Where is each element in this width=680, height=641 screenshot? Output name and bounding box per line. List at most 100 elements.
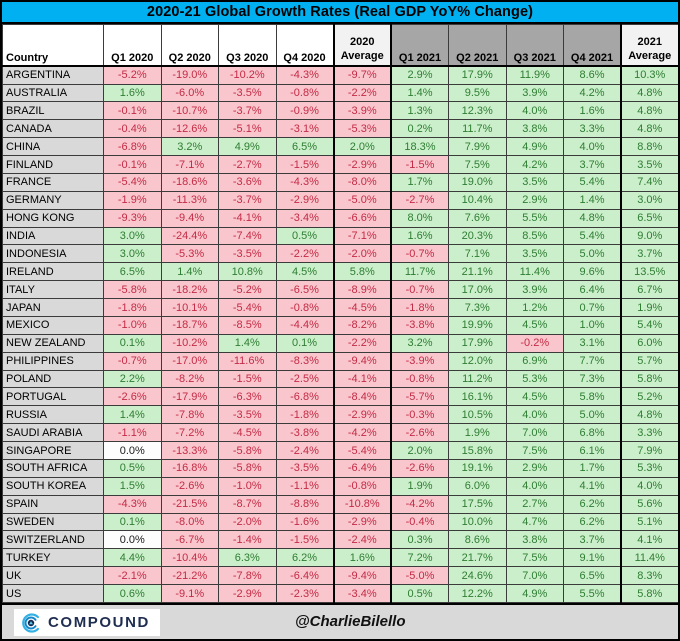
- gdp-value-cell: 6.5%: [563, 566, 622, 586]
- gdp-value-cell: -5.4%: [218, 298, 277, 317]
- column-header: Q4 2021: [563, 24, 622, 67]
- table-row: SPAIN -4.3% -21.5% -8.7% -8.8% -10.8% -4.2% 17.…: [2, 494, 678, 514]
- gdp-value-cell: -1.8%: [103, 298, 162, 317]
- gdp-value-cell: 9.0%: [620, 226, 678, 246]
- country-cell: CHINA: [2, 137, 104, 157]
- gdp-value-cell: -5.8%: [218, 441, 277, 460]
- table-row: ITALY -5.8% -18.2% -5.2% -6.5% -8.9% -0.7% 17.0…: [2, 280, 678, 300]
- gdp-value-cell: -3.4%: [332, 584, 392, 603]
- gdp-value-cell: -9.4%: [332, 351, 392, 371]
- table-row: MEXICO -1.0% -18.7% -8.5% -4.4% -8.2% -3.8% 19.…: [2, 315, 678, 335]
- gdp-value-cell: 2.0%: [390, 441, 449, 460]
- gdp-value-cell: 18.3%: [390, 137, 449, 157]
- gdp-value-cell: -4.3%: [275, 65, 334, 85]
- gdp-value-cell: 10.5%: [448, 405, 507, 425]
- gdp-value-cell: 6.0%: [448, 476, 507, 496]
- gdp-value-cell: -5.0%: [332, 190, 392, 210]
- table-row: PORTUGAL -2.6% -17.9% -6.3% -6.8% -8.4% -5.7% 1…: [2, 387, 678, 407]
- gdp-value-cell: -3.7%: [218, 190, 277, 210]
- gdp-value-cell: 2.9%: [390, 65, 449, 85]
- gdp-value-cell: -10.2%: [160, 333, 219, 353]
- gdp-value-cell: 4.8%: [620, 83, 678, 103]
- gdp-value-cell: -4.5%: [218, 423, 277, 443]
- country-cell: AUSTRALIA: [2, 83, 104, 103]
- gdp-value-cell: -1.0%: [103, 315, 162, 335]
- gdp-value-cell: 4.0%: [505, 405, 564, 425]
- gdp-value-cell: -0.8%: [275, 83, 334, 103]
- table-row: JAPAN -1.8% -10.1% -5.4% -0.8% -4.5% -1.8% 7.3%…: [2, 298, 678, 317]
- gdp-value-cell: -10.7%: [160, 101, 219, 121]
- table-row: BRAZIL -0.1% -10.7% -3.7% -0.9% -3.9% 1.3% 12.3…: [2, 101, 678, 121]
- gdp-value-cell: -2.4%: [332, 530, 392, 550]
- gdp-value-cell: -5.8%: [103, 280, 162, 300]
- gdp-value-cell: -2.4%: [275, 441, 334, 460]
- gdp-value-cell: -1.8%: [390, 298, 449, 317]
- gdp-value-cell: -8.3%: [275, 351, 334, 371]
- gdp-value-cell: 4.5%: [505, 387, 564, 407]
- gdp-value-cell: 8.5%: [505, 226, 564, 246]
- gdp-value-cell: -4.5%: [332, 298, 392, 317]
- country-cell: TURKEY: [2, 548, 104, 568]
- gdp-value-cell: 16.1%: [448, 387, 507, 407]
- gdp-value-cell: 8.3%: [620, 566, 678, 586]
- gdp-value-cell: 3.7%: [563, 155, 622, 174]
- gdp-value-cell: 20.3%: [448, 226, 507, 246]
- gdp-value-cell: 5.5%: [563, 584, 622, 603]
- country-cell: FINLAND: [2, 155, 104, 174]
- gdp-value-cell: 3.7%: [620, 244, 678, 264]
- country-cell: JAPAN: [2, 298, 104, 317]
- gdp-value-cell: 4.8%: [620, 119, 678, 139]
- gdp-value-cell: -24.4%: [160, 226, 219, 246]
- gdp-value-cell: -7.8%: [160, 405, 219, 425]
- gdp-value-cell: 1.4%: [563, 190, 622, 210]
- gdp-value-cell: 2.7%: [505, 494, 564, 514]
- gdp-value-cell: 5.4%: [563, 172, 622, 192]
- gdp-value-cell: -6.3%: [218, 387, 277, 407]
- gdp-value-cell: 6.7%: [620, 280, 678, 300]
- country-cell: SPAIN: [2, 494, 104, 514]
- column-header: Q1 2020: [103, 24, 162, 67]
- gdp-value-cell: -3.5%: [218, 83, 277, 103]
- gdp-value-cell: 7.0%: [505, 423, 564, 443]
- gdp-value-cell: -8.0%: [160, 512, 219, 532]
- gdp-value-cell: -3.8%: [390, 315, 449, 335]
- gdp-value-cell: -1.5%: [218, 369, 277, 389]
- gdp-value-cell: 5.3%: [505, 369, 564, 389]
- table-row: US 0.6% -9.1% -2.9% -2.3% -3.4% 0.5% 12.2% 4.9% 5…: [2, 584, 678, 603]
- gdp-value-cell: 1.9%: [448, 423, 507, 443]
- gdp-value-cell: 4.8%: [620, 101, 678, 121]
- gdp-value-cell: 4.0%: [505, 101, 564, 121]
- gdp-value-cell: -0.7%: [103, 351, 162, 371]
- gdp-value-cell: -9.4%: [332, 566, 392, 586]
- gdp-value-cell: 7.1%: [448, 244, 507, 264]
- gdp-value-cell: -3.6%: [218, 172, 277, 192]
- column-header: Q2 2020: [160, 24, 219, 67]
- gdp-value-cell: 1.6%: [332, 548, 392, 568]
- gdp-value-cell: 7.5%: [505, 441, 564, 460]
- gdp-value-cell: -10.8%: [332, 494, 392, 514]
- gdp-value-cell: 17.9%: [448, 65, 507, 85]
- gdp-value-cell: -11.3%: [160, 190, 219, 210]
- gdp-value-cell: 6.1%: [563, 441, 622, 460]
- gdp-value-cell: -5.2%: [218, 280, 277, 300]
- gdp-value-cell: 5.4%: [563, 226, 622, 246]
- gdp-value-cell: -1.4%: [218, 530, 277, 550]
- gdp-value-cell: 4.0%: [505, 476, 564, 496]
- gdp-value-cell: -5.3%: [160, 244, 219, 264]
- gdp-value-cell: 1.4%: [160, 262, 219, 282]
- country-cell: SWITZERLAND: [2, 530, 104, 550]
- table-row: POLAND 2.2% -8.2% -1.5% -2.5% -4.1% -0.8% 11.2%…: [2, 369, 678, 389]
- gdp-value-cell: 5.8%: [620, 369, 678, 389]
- gdp-value-cell: 8.8%: [620, 137, 678, 157]
- gdp-value-cell: 4.9%: [218, 137, 277, 157]
- gdp-value-cell: 1.9%: [390, 476, 449, 496]
- gdp-value-cell: -6.0%: [160, 83, 219, 103]
- country-cell: PHILIPPINES: [2, 351, 104, 371]
- table-row: CANADA -0.4% -12.6% -5.1% -3.1% -5.3% 0.2% 11.7…: [2, 119, 678, 139]
- table-title: 2020-21 Global Growth Rates (Real GDP Yo…: [2, 2, 678, 24]
- gdp-value-cell: 17.5%: [448, 494, 507, 514]
- gdp-value-cell: -0.9%: [275, 101, 334, 121]
- gdp-value-cell: 21.7%: [448, 548, 507, 568]
- country-cell: HONG KONG: [2, 208, 104, 228]
